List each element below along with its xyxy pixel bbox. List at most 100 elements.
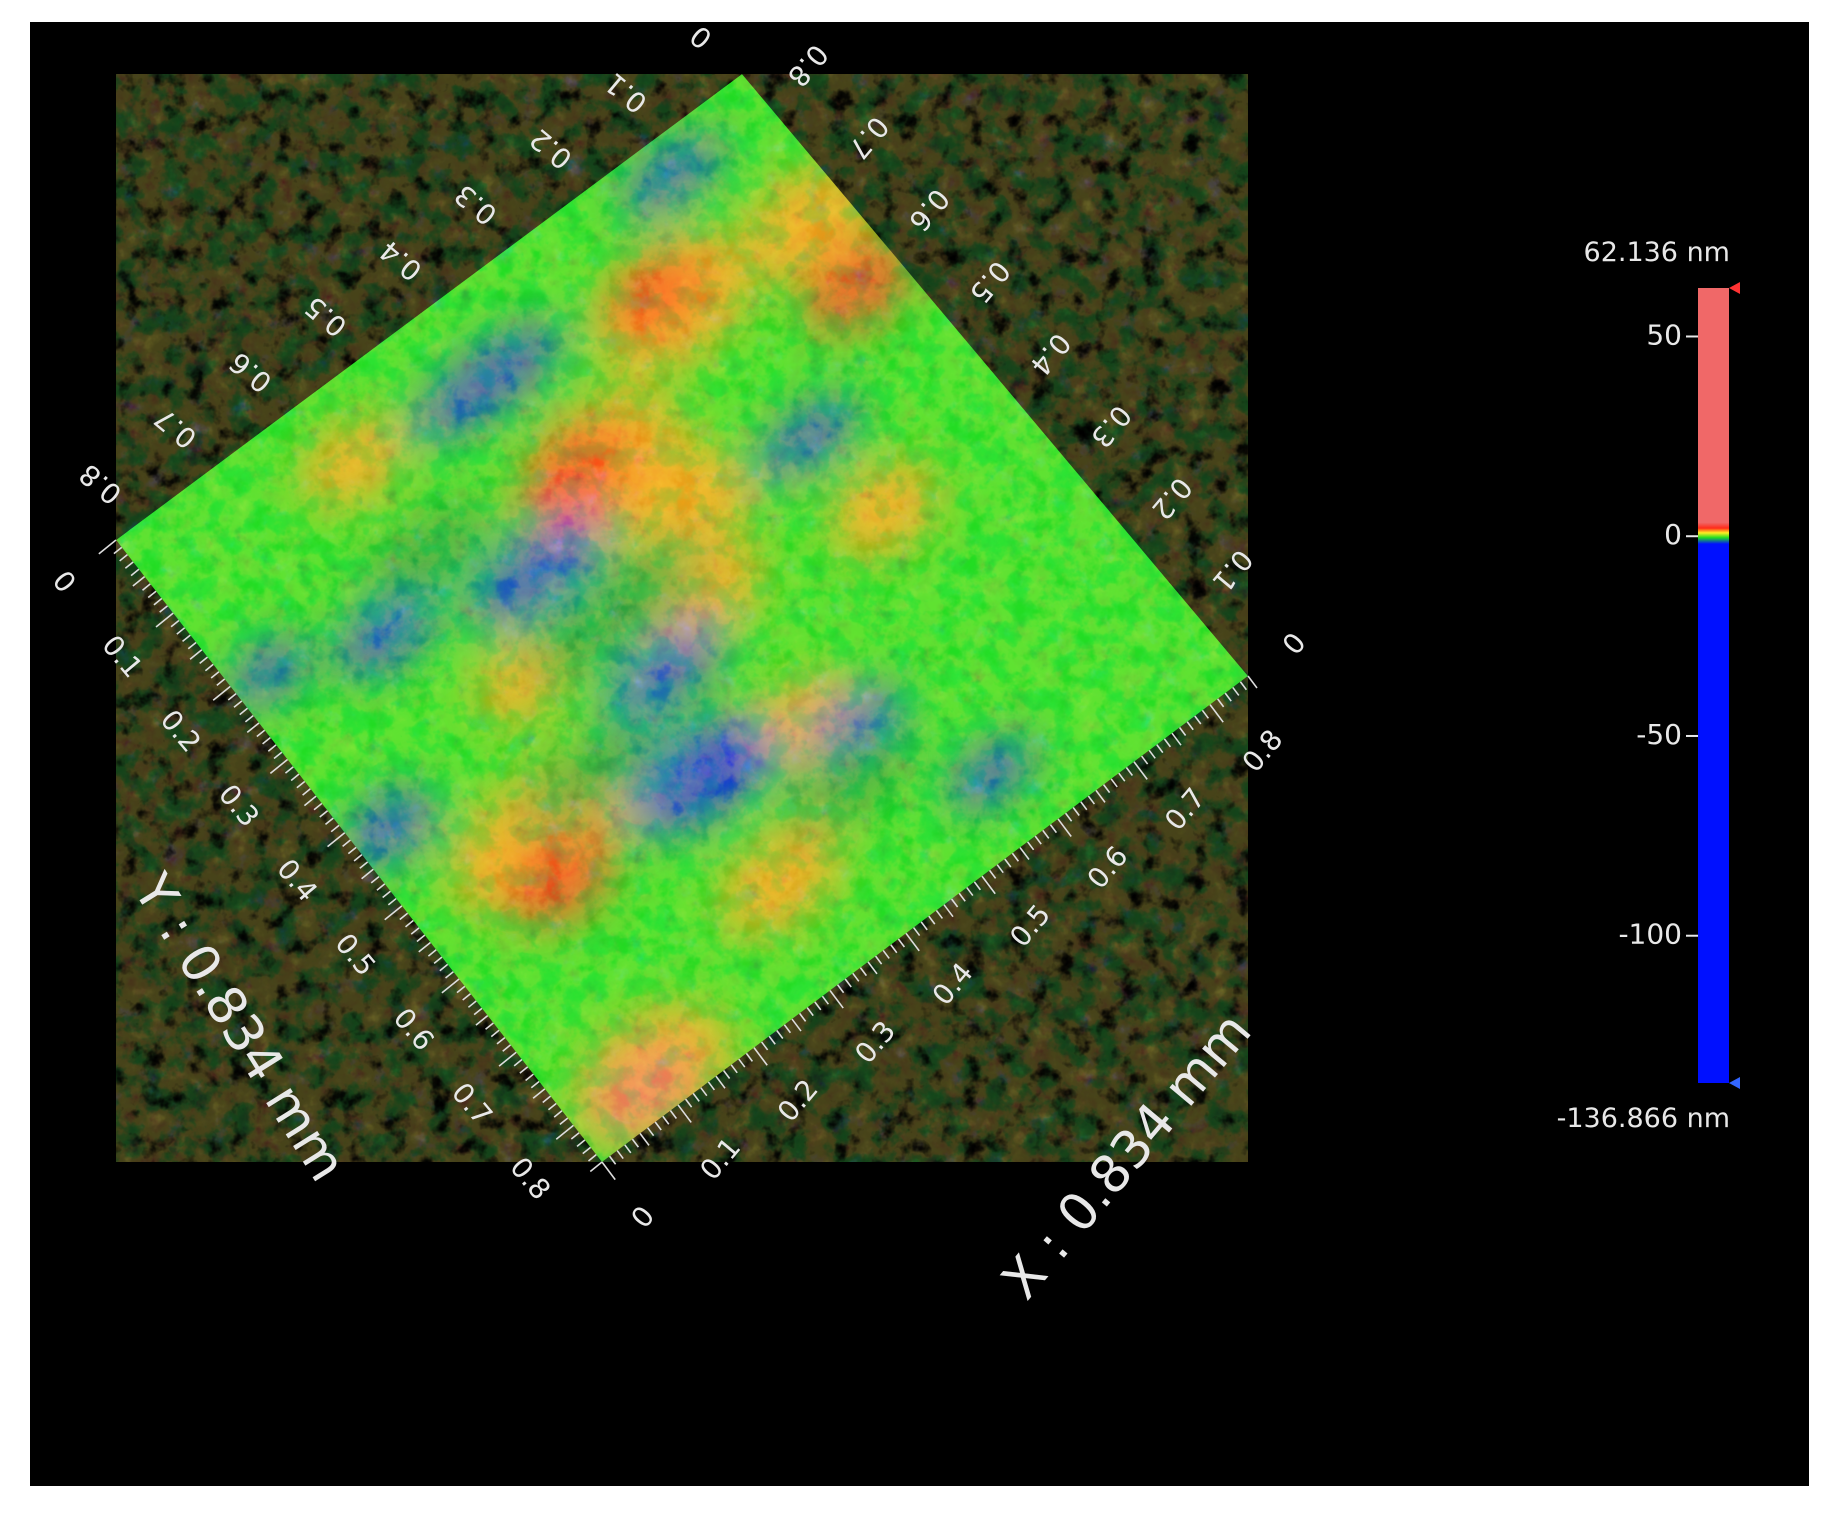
x-axis-minor-tick [996, 864, 1004, 874]
x-axis-minor-tick [654, 1121, 662, 1131]
y-axis-minor-tick [485, 1022, 494, 1030]
back-y-tick-label: 0.8 [73, 457, 128, 511]
x-axis-minor-tick [1247, 675, 1258, 689]
y-axis-minor-tick [182, 634, 191, 643]
y-axis-minor-tick [204, 663, 214, 672]
y-axis-minor-tick [496, 1036, 506, 1045]
y-axis-minor-tick [361, 868, 374, 880]
y-axis-minor-tick [132, 575, 146, 587]
y-axis-minor-tick [176, 627, 186, 635]
x-axis-tick-label: 0.8 [1236, 723, 1290, 778]
back-x-tick-label: 0.1 [1206, 543, 1260, 598]
y-axis-minor-tick [582, 1146, 592, 1155]
back-y-tick-label: 0.7 [148, 401, 203, 455]
y-axis-minor-tick [342, 839, 351, 847]
colorbar-max-label: 62.136 nm [1584, 237, 1730, 268]
y-axis-minor-tick [189, 649, 203, 660]
y-axis-minor-tick [319, 810, 329, 818]
y-axis-minor-tick [256, 729, 266, 738]
back-x-tick-label: 0 [1275, 626, 1312, 661]
x-axis-tick-label: 0.1 [693, 1131, 747, 1186]
back-x-tick-label: 0.4 [1024, 327, 1078, 382]
y-axis-tick-label: 0.5 [329, 927, 383, 982]
x-axis-minor-tick [677, 1104, 692, 1123]
back-x-tick-label: 0.7 [841, 110, 895, 165]
y-axis-minor-tick [382, 890, 391, 899]
colorbar-tick-label: -100 [1618, 918, 1682, 951]
x-axis-minor-tick [981, 875, 996, 895]
y-axis-minor-tick [130, 568, 140, 577]
back-y-tick-label: 0.2 [523, 122, 578, 176]
y-axis-minor-tick [302, 788, 311, 796]
x-axis-minor-tick [1102, 784, 1111, 794]
y-axis-minor-tick [327, 832, 346, 848]
y-axis-minor-tick [462, 993, 471, 1001]
x-axis-minor-tick [1095, 789, 1106, 803]
y-axis-minor-tick [353, 854, 363, 862]
y-axis-minor-tick [433, 956, 443, 965]
y-axis-minor-tick [347, 846, 357, 855]
x-axis-minor-tick [1194, 715, 1202, 725]
y-axis-minor-tick [244, 715, 254, 723]
y-axis-minor-tick [553, 1110, 563, 1118]
x-axis-minor-tick [912, 927, 921, 937]
x-axis-minor-tick [639, 1132, 650, 1146]
y-axis-minor-tick [233, 700, 243, 708]
y-axis-minor-tick [212, 685, 231, 701]
back-x-tick-label: 0.6 [902, 182, 956, 237]
y-axis-minor-tick [418, 941, 431, 953]
x-axis-minor-tick [669, 1110, 678, 1120]
x-axis-minor-tick [928, 915, 936, 925]
colorbar-gradient [1698, 288, 1729, 1083]
x-axis-minor-tick [1011, 852, 1020, 862]
colorbar-tick-label: -50 [1636, 718, 1682, 751]
x-axis-minor-tick [920, 921, 928, 931]
colorbar-min-label: -136.866 nm [1557, 1103, 1730, 1134]
x-axis-minor-tick [768, 1035, 776, 1045]
x-axis-minor-tick [1209, 704, 1224, 723]
x-axis-minor-tick [1064, 812, 1073, 822]
colorbar-max-marker [1729, 282, 1740, 294]
x-axis-minor-tick [1156, 744, 1164, 754]
y-axis-minor-tick [359, 861, 369, 869]
x-axis-minor-tick [1087, 795, 1096, 805]
x-axis-minor-tick [1057, 818, 1072, 838]
x-axis-minor-tick [958, 892, 966, 902]
y-axis-minor-tick [142, 583, 151, 591]
x-axis-minor-tick [753, 1047, 768, 1066]
y-axis-tick-label: 0.6 [387, 1002, 441, 1057]
y-axis-minor-tick [119, 554, 128, 562]
x-axis-minor-tick [745, 1052, 754, 1062]
y-axis-title: Y : 0.834 mm [121, 863, 357, 1192]
plot-frame: 0 0.1 0.2 0.3 0.4 0.5 0.6 0.7 0.8 0 0.1 0.2 0.3 0.4 0… [30, 22, 1809, 1486]
x-axis-minor-tick [973, 881, 982, 891]
y-axis-minor-tick [384, 905, 403, 921]
back-y-tick-label: 0.3 [448, 178, 503, 232]
y-axis-minor-tick [555, 1124, 574, 1140]
y-axis-minor-tick [324, 817, 334, 825]
back-x-tick-label: 0.8 [781, 38, 835, 93]
x-axis-minor-tick [791, 1018, 802, 1032]
x-axis-minor-tick [844, 978, 852, 988]
back-x-tick-label: 0.3 [1084, 399, 1138, 454]
x-axis-minor-tick [1125, 767, 1134, 776]
x-axis-minor-tick [1118, 772, 1126, 782]
y-axis-minor-tick [370, 875, 380, 884]
x-axis-tick-label: 0.6 [1081, 840, 1135, 895]
y-axis-minor-tick [475, 1015, 489, 1026]
x-axis-minor-tick [730, 1064, 738, 1074]
x-axis-minor-tick [1004, 858, 1012, 868]
y-axis-minor-tick [490, 1029, 500, 1038]
y-axis-tick-label: 0.2 [154, 703, 208, 758]
y-axis-minor-tick [159, 605, 168, 613]
surface-plot: 00.10.20.30.40.50.60.70.8 00.10.20.30.40… [46, 22, 1740, 1311]
y-axis-minor-tick [498, 1051, 517, 1067]
y-axis-minor-tick [502, 1044, 512, 1052]
surface-texture [116, 74, 1248, 1162]
x-axis-minor-tick [692, 1092, 700, 1102]
colorbar-tick-label: 50 [1646, 318, 1682, 351]
x-axis-minor-tick [1186, 721, 1194, 731]
y-axis-tick-label: 0.3 [212, 778, 266, 833]
y-axis-minor-tick [525, 1073, 534, 1082]
y-axis-minor-tick [98, 539, 117, 555]
